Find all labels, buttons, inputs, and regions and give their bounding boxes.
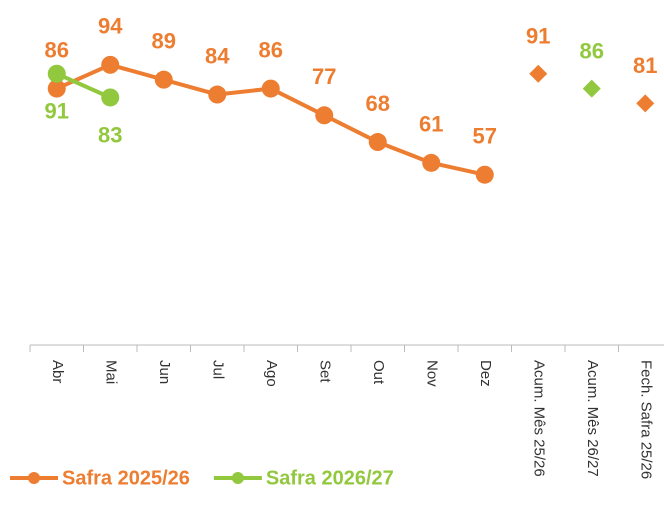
x-tick-label: Out	[370, 360, 387, 385]
data-label: 86	[259, 37, 283, 62]
data-label: 86	[45, 37, 69, 62]
point	[315, 106, 334, 125]
data-label: 89	[152, 28, 176, 53]
data-label: 68	[366, 91, 390, 116]
point	[208, 85, 227, 104]
data-label: 86	[580, 38, 604, 63]
point	[47, 64, 66, 83]
legend-marker	[28, 472, 40, 484]
legend-label: Safra 2025/26	[62, 467, 190, 489]
x-tick-label: Mai	[102, 360, 119, 384]
x-tick-label: Abr	[49, 360, 66, 383]
data-label: 91	[45, 99, 69, 124]
x-tick-label: Acum. Mês 26/27	[584, 360, 601, 477]
x-tick-label: Nov	[423, 360, 440, 387]
data-label: 94	[98, 14, 123, 39]
x-tick-label: Fech. Safra 25/26	[637, 360, 654, 479]
point	[101, 88, 120, 107]
diamond	[582, 79, 601, 98]
point	[261, 79, 280, 98]
legend-label: Safra 2026/27	[266, 467, 394, 489]
x-tick-label: Jul	[209, 360, 226, 379]
line	[55, 71, 112, 100]
point	[47, 79, 66, 98]
data-label: 84	[205, 43, 230, 68]
point	[422, 153, 441, 172]
point	[368, 133, 387, 152]
point	[475, 165, 494, 184]
point	[154, 70, 173, 89]
data-label: 81	[633, 53, 657, 78]
data-label: 91	[526, 24, 550, 49]
legend-marker	[231, 472, 244, 484]
x-tick-label: Ago	[263, 360, 280, 387]
x-tick-label: Dez	[477, 360, 494, 387]
point	[101, 55, 120, 74]
diamond	[529, 64, 548, 83]
data-label: 57	[473, 124, 497, 149]
data-label: 83	[98, 122, 122, 147]
x-tick-label: Jun	[156, 360, 173, 384]
x-tick-label: Acum. Mês 25/26	[530, 360, 547, 477]
x-tick-label: Set	[316, 360, 333, 383]
data-label: 61	[419, 112, 443, 137]
data-label: 77	[312, 64, 336, 89]
diamond	[636, 94, 655, 113]
